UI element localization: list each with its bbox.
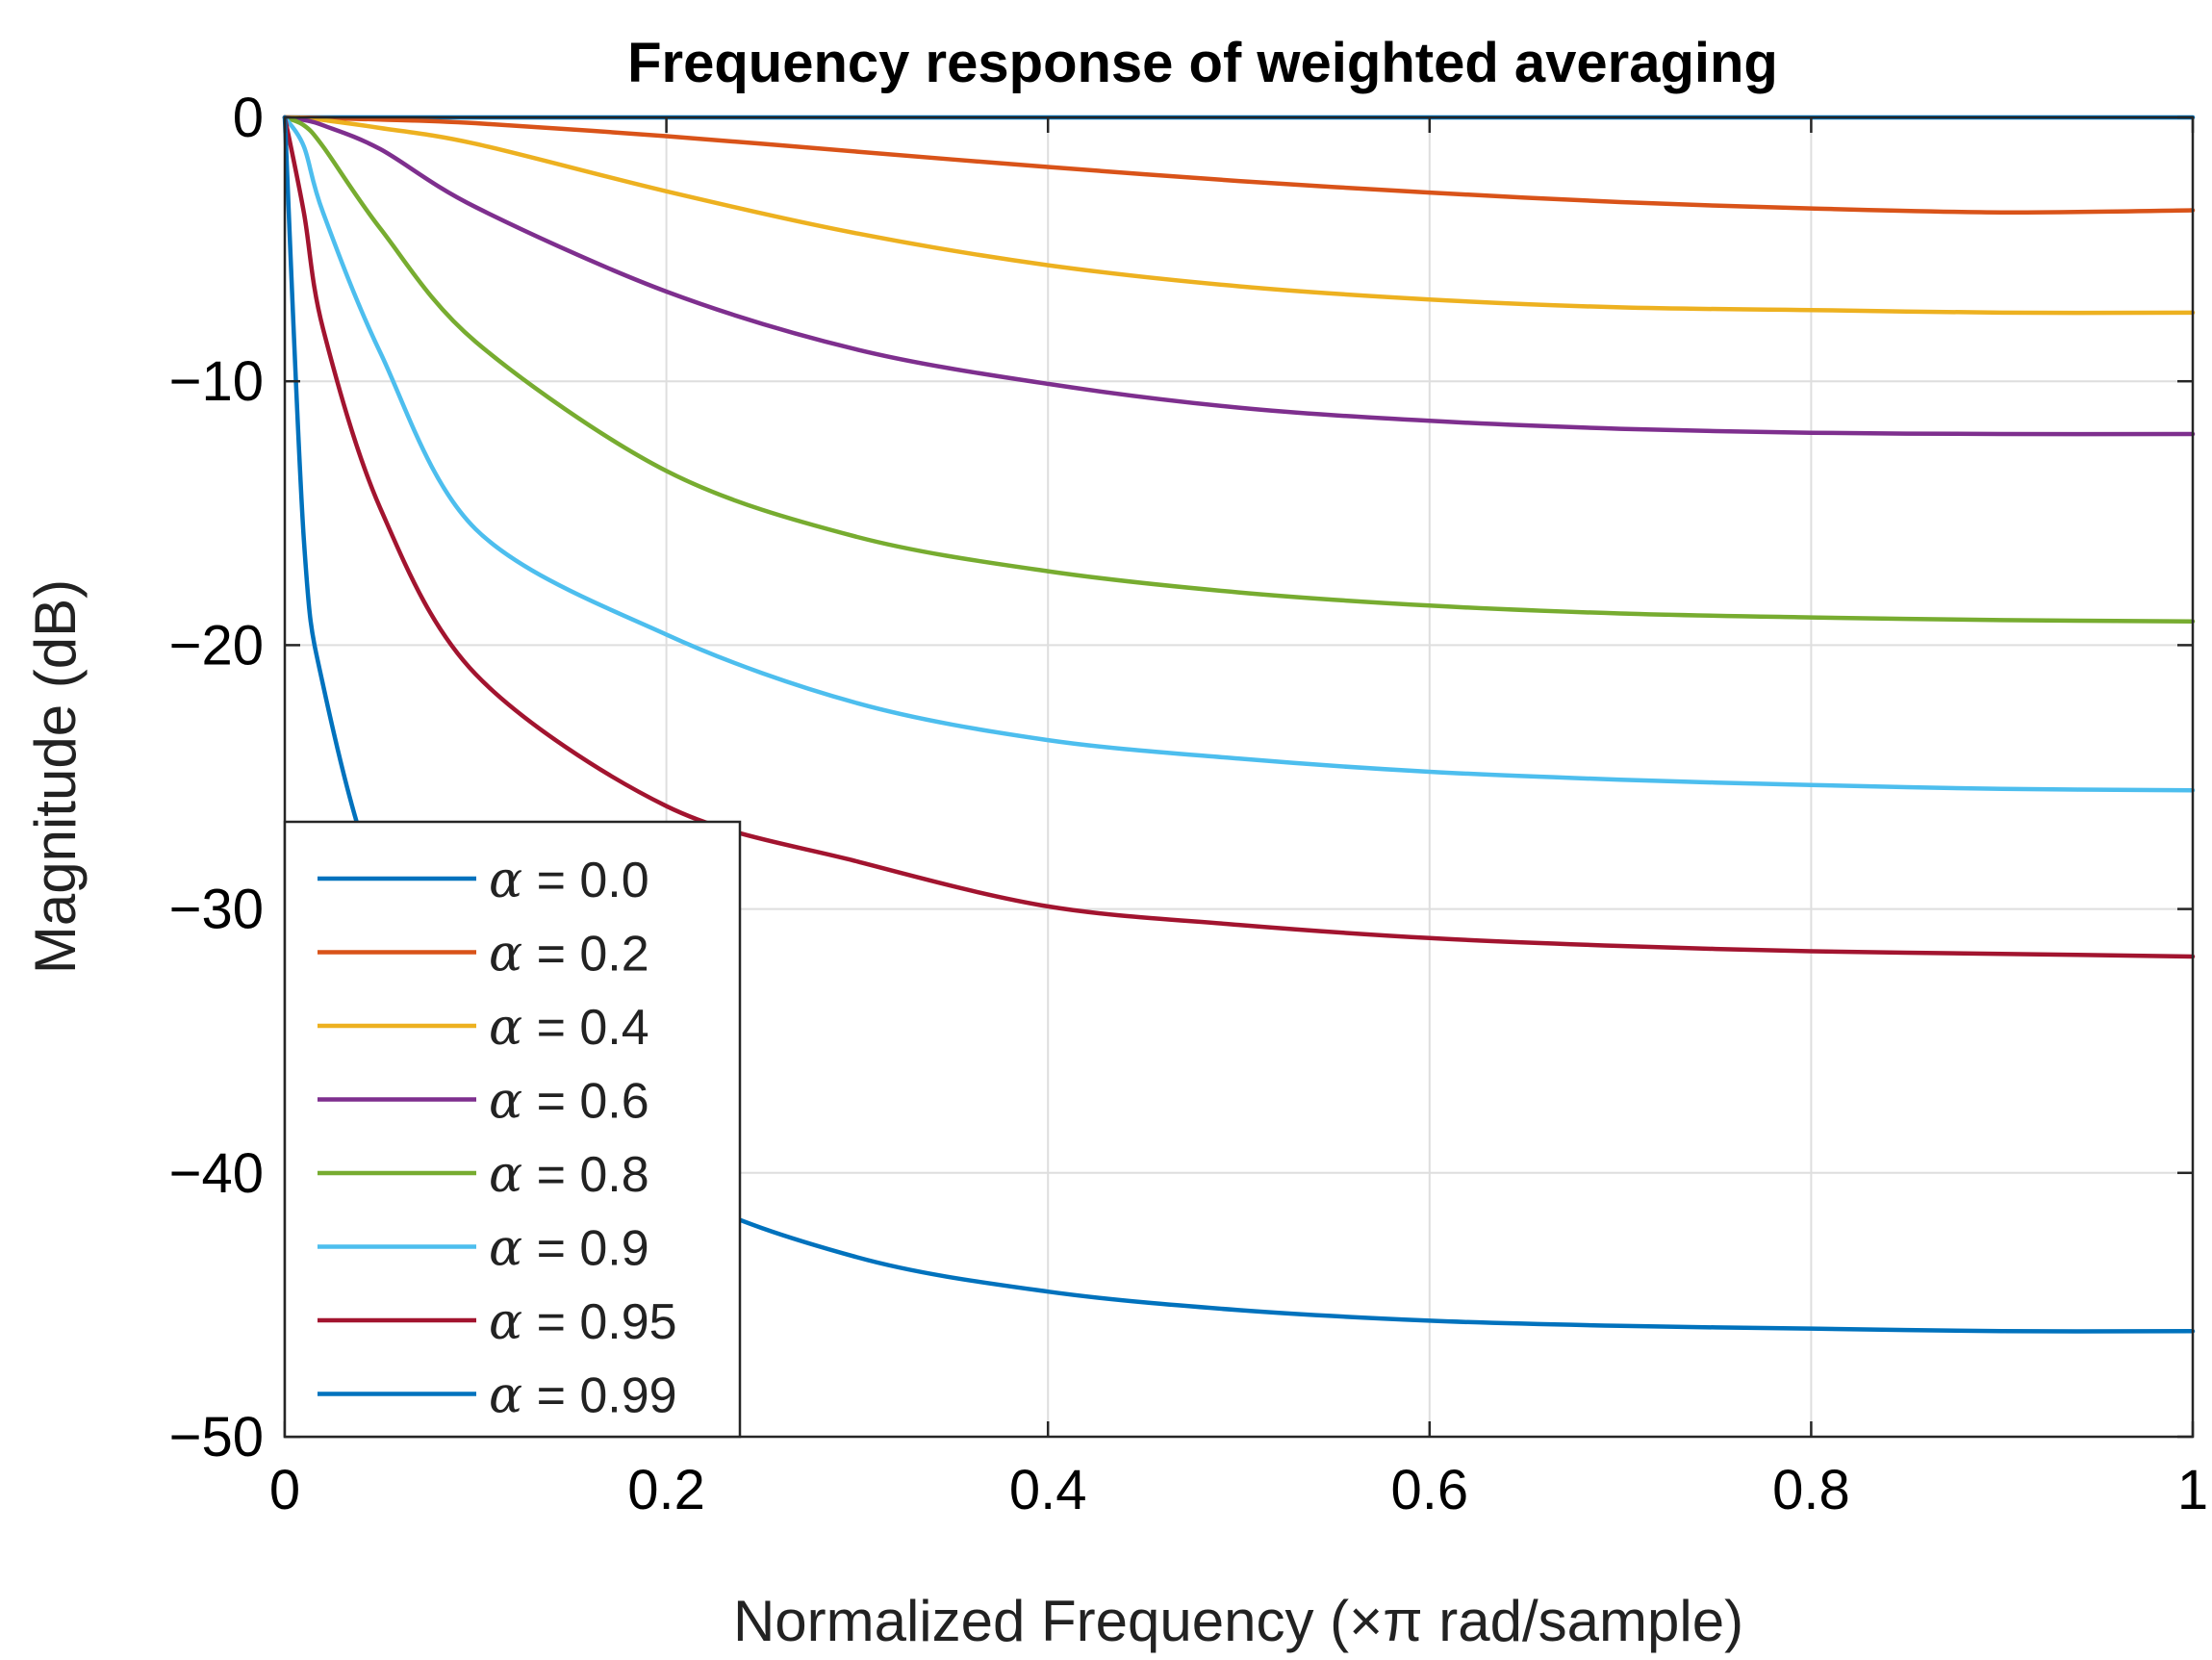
legend-alpha-symbol: α	[489, 1146, 522, 1204]
legend-alpha-symbol: α	[489, 926, 522, 983]
y-tick-label: −40	[169, 1142, 264, 1205]
legend-label-4: α = 0.8	[489, 1146, 649, 1204]
x-axis-ticks: 0 0.2 0.4 0.6 0.8 1	[269, 117, 2208, 1521]
legend: α = 0.0α = 0.2α = 0.4α = 0.6α = 0.8α = 0…	[283, 820, 742, 1439]
legend-alpha-symbol: α	[489, 852, 522, 909]
legend-alpha-symbol: α	[489, 1367, 522, 1425]
series-line-1	[282, 115, 2196, 215]
grid-lines	[284, 116, 2194, 1438]
legend-label-5: α = 0.9	[489, 1220, 649, 1278]
legend-label-1: α = 0.2	[489, 926, 649, 983]
series-line-2	[282, 115, 2196, 316]
legend-alpha-value: = 0.9	[522, 1221, 649, 1277]
y-tick-label: 0	[233, 87, 264, 149]
x-tick-label: 0.6	[1390, 1459, 1468, 1521]
y-tick-label: −50	[169, 1406, 264, 1468]
legend-label-6: α = 0.95	[489, 1293, 677, 1351]
plot-frame	[283, 115, 2195, 1439]
legend-alpha-value: = 0.99	[522, 1368, 676, 1424]
legend-alpha-value: = 0.6	[522, 1074, 649, 1130]
series-line-4	[282, 115, 2196, 624]
legend-label-2: α = 0.4	[489, 999, 649, 1057]
legend-alpha-symbol: α	[489, 1073, 522, 1131]
x-axis-label: Normalized Frequency (×π rad/sample)	[733, 1589, 1743, 1653]
legend-label-0: α = 0.0	[489, 852, 649, 909]
y-tick-label: −10	[169, 350, 264, 413]
x-tick-label: 1	[2177, 1459, 2208, 1521]
y-tick-label: −20	[169, 614, 264, 677]
series-line-5	[282, 115, 2196, 793]
legend-alpha-symbol: α	[489, 1293, 522, 1351]
series-line-3	[282, 115, 2196, 437]
legend-alpha-symbol: α	[489, 1220, 522, 1278]
y-tick-label: −30	[169, 879, 264, 941]
series-lines	[282, 115, 2196, 1334]
legend-box	[283, 820, 742, 1439]
legend-alpha-value: = 0.4	[522, 1000, 649, 1056]
x-tick-label: 0.8	[1772, 1459, 1850, 1521]
series-line-6	[282, 115, 2196, 959]
x-tick-label: 0.2	[627, 1459, 705, 1521]
legend-label-3: α = 0.6	[489, 1073, 649, 1131]
x-tick-label: 0	[269, 1459, 300, 1521]
legend-alpha-value: = 0.0	[522, 853, 649, 908]
legend-alpha-symbol: α	[489, 999, 522, 1057]
y-axis-ticks: 0 −10 −20 −30 −40 −50	[169, 87, 2193, 1468]
legend-alpha-value: = 0.8	[522, 1147, 649, 1203]
legend-alpha-value: = 0.2	[522, 927, 649, 983]
y-axis-label: Magnitude (dB)	[23, 579, 88, 974]
x-tick-label: 0.4	[1009, 1459, 1087, 1521]
legend-alpha-value: = 0.95	[522, 1294, 676, 1350]
series-line-7	[282, 115, 2196, 1334]
chart-title: Frequency response of weighted averaging	[627, 32, 1778, 94]
legend-label-7: α = 0.99	[489, 1367, 677, 1425]
